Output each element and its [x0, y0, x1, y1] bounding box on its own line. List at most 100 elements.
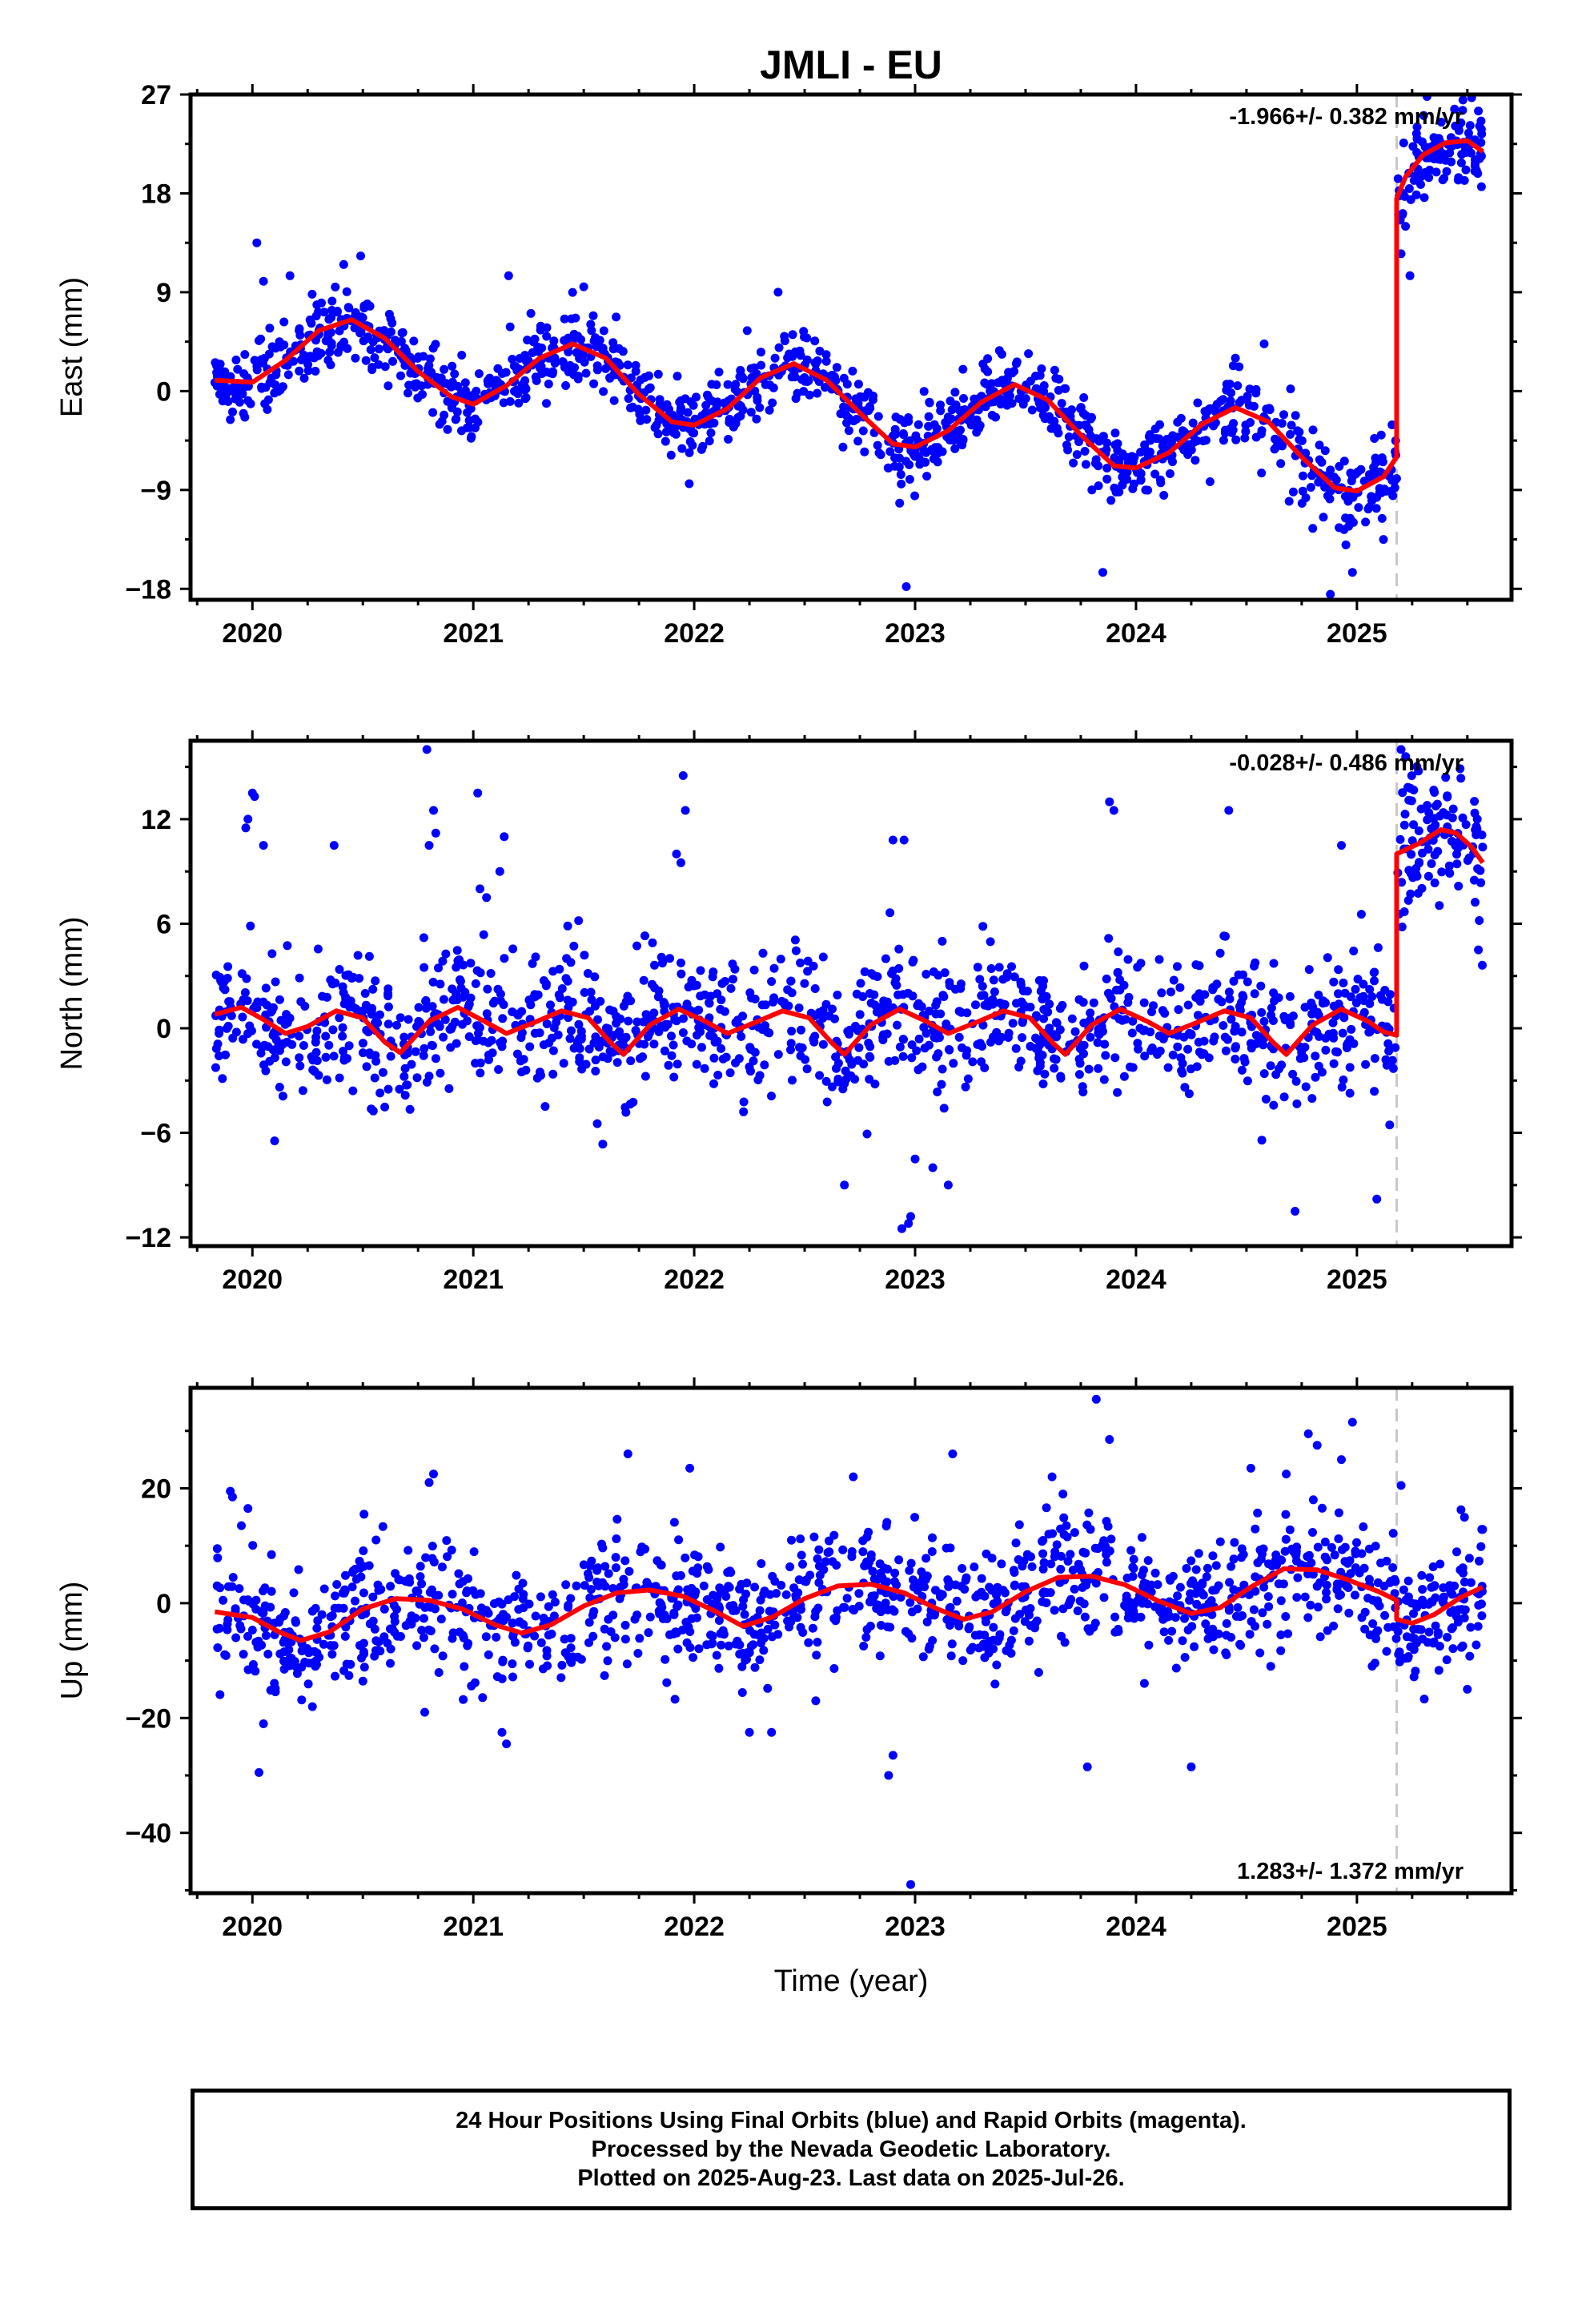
data-point [1409, 1624, 1419, 1634]
data-point [928, 1636, 938, 1645]
data-point [1297, 499, 1307, 508]
data-point [1476, 1542, 1486, 1551]
data-point [704, 392, 713, 402]
y-tick-label: 0 [156, 1589, 171, 1619]
data-point [1039, 1014, 1049, 1023]
data-point [1180, 1083, 1190, 1092]
data-point [441, 949, 451, 959]
data-point [1242, 395, 1251, 404]
data-point [1412, 123, 1422, 131]
data-point [891, 412, 901, 422]
data-point [1453, 175, 1463, 185]
data-point [1104, 934, 1114, 943]
data-point [791, 946, 801, 955]
data-point [913, 1001, 922, 1011]
data-point [1419, 111, 1428, 120]
data-point [990, 1679, 1000, 1689]
data-point [788, 330, 797, 340]
data-point [1139, 1578, 1149, 1588]
data-point [419, 1614, 428, 1623]
data-point [962, 1046, 972, 1055]
data-point [896, 1593, 905, 1602]
data-point [699, 1581, 709, 1590]
data-point [745, 988, 755, 998]
data-point [1105, 797, 1114, 806]
data-point [378, 1068, 387, 1077]
data-point [1048, 1529, 1058, 1538]
data-point [1164, 1635, 1174, 1645]
data-point [933, 1088, 942, 1096]
data-point [383, 1002, 393, 1011]
data-point [901, 456, 911, 466]
data-point [1040, 1069, 1050, 1079]
data-point [1215, 948, 1225, 958]
data-point [329, 841, 339, 850]
data-point [267, 1550, 276, 1559]
data-point [645, 383, 655, 392]
data-point [1303, 1429, 1313, 1438]
data-point [1322, 1594, 1331, 1604]
data-point [639, 975, 648, 985]
data-point [283, 370, 293, 380]
data-point [1197, 1050, 1207, 1059]
data-point [761, 1021, 770, 1031]
data-point [1086, 1032, 1095, 1042]
data-point [298, 1086, 307, 1096]
data-point [1105, 1435, 1114, 1444]
data-point [895, 498, 905, 508]
data-point [1456, 1642, 1466, 1652]
data-point [1456, 774, 1466, 783]
data-point [1055, 1003, 1065, 1013]
data-point [539, 1040, 548, 1050]
data-point [894, 963, 904, 973]
data-point [1198, 1579, 1207, 1589]
data-point [1075, 1044, 1085, 1053]
data-point [1406, 889, 1415, 899]
data-point [978, 982, 987, 991]
data-point [1403, 1654, 1413, 1663]
data-point [1418, 1634, 1427, 1644]
data-point [797, 1043, 807, 1052]
data-point [1137, 1533, 1146, 1542]
data-point [259, 276, 268, 286]
data-point [739, 1097, 749, 1107]
data-point [386, 1051, 396, 1061]
data-point [952, 1596, 962, 1606]
data-point [1387, 1576, 1395, 1586]
data-point [431, 1054, 440, 1063]
data-point [757, 360, 766, 370]
model-fit-line [214, 827, 1485, 1057]
data-point [486, 969, 496, 978]
data-point [1353, 975, 1363, 984]
data-point [482, 893, 492, 903]
data-point [1056, 1072, 1066, 1081]
y-axis-title: North (mm) [55, 916, 89, 1070]
data-point [865, 1075, 874, 1084]
data-point [295, 973, 304, 983]
data-point [825, 1547, 834, 1557]
data-point [631, 360, 640, 370]
data-point [307, 1052, 316, 1062]
data-point [1012, 999, 1021, 1008]
data-point [1367, 492, 1376, 501]
data-point [624, 1566, 634, 1576]
data-point [998, 396, 1007, 406]
y-tick-label: −20 [125, 1703, 171, 1734]
data-point [367, 365, 377, 375]
data-point [1169, 975, 1178, 985]
data-point [371, 1056, 381, 1066]
data-point [1199, 1036, 1209, 1046]
data-point [628, 1097, 638, 1107]
data-point [1343, 1583, 1353, 1592]
data-point [822, 1097, 832, 1107]
data-point [283, 941, 292, 951]
data-point [763, 1683, 773, 1693]
data-point [1075, 1059, 1085, 1068]
data-point [813, 1638, 822, 1647]
data-point [1136, 475, 1146, 485]
data-point [1458, 95, 1468, 105]
data-point [894, 1555, 904, 1565]
data-point [1452, 859, 1462, 869]
data-point [1034, 1667, 1043, 1677]
data-point [863, 1560, 873, 1570]
